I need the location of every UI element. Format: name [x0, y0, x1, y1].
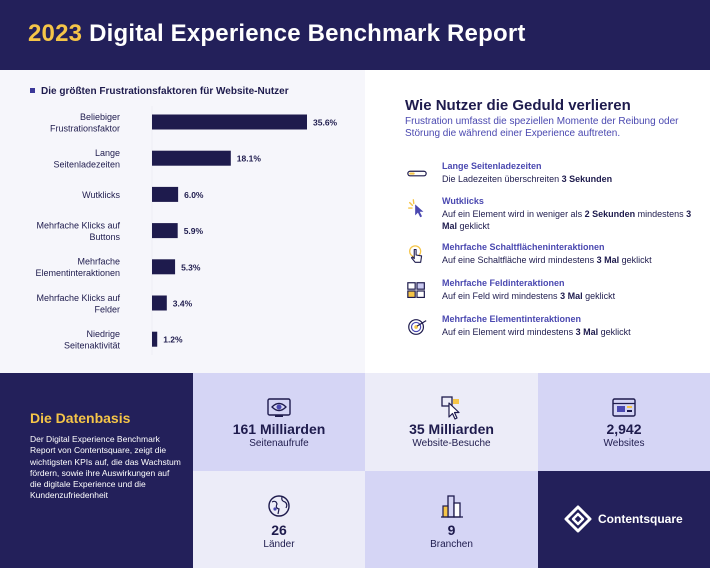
report-title: 2023 Digital Experience Benchmark Report: [28, 20, 526, 48]
category-label: Frustrationsfaktor: [50, 123, 120, 133]
field-grid-icon: [407, 282, 425, 299]
category-label: Seitenladezeiten: [53, 159, 120, 169]
datenbasis-panel: Die Datenbasis Der Digital Experience Be…: [0, 373, 193, 568]
bar-1: [152, 150, 231, 166]
loading-bar-icon: [407, 170, 427, 177]
stat-card: 26 Länder: [193, 471, 365, 568]
bar-2: [152, 186, 179, 202]
eye-screen-icon: [267, 398, 291, 417]
stat-number: 2,942: [606, 421, 642, 437]
target-icon: [408, 319, 427, 335]
category-label: Niedrige: [86, 329, 120, 339]
rage-click-icon: [408, 199, 424, 218]
stat-label: Seitenaufrufe: [249, 438, 309, 449]
bar-value-label: 18.1%: [237, 154, 262, 164]
stat-label: Websites: [603, 438, 645, 449]
patience-title: Wie Nutzer die Geduld verlieren: [405, 97, 631, 114]
report-year: 2023: [28, 20, 83, 47]
chart-title: Die größten Frustrationsfaktoren für Web…: [30, 86, 289, 97]
stat-card: 161 Milliarden Seitenaufrufe: [193, 373, 365, 471]
category-label: Mehrfache Klicks auf: [36, 293, 120, 303]
category-label: Buttons: [89, 232, 120, 242]
reason-title: Mehrfache Feldinteraktionen: [442, 278, 565, 288]
bar-value-label: 3.4%: [173, 299, 193, 309]
category-label: Lange: [95, 148, 120, 158]
chart-title-text: Die größten Frustrationsfaktoren für Web…: [41, 86, 289, 97]
bar-value-label: 1.2%: [163, 335, 183, 345]
brand-cell: Contentsquare: [538, 471, 710, 568]
stat-label: Website-Besuche: [412, 438, 491, 449]
datenbasis-text: Der Digital Experience Benchmark Report …: [30, 434, 181, 501]
stat-label: Branchen: [430, 539, 473, 550]
bar-value-label: 5.3%: [181, 262, 201, 272]
reason-description: Auf eine Schaltfläche wird mindestens 3 …: [442, 255, 652, 265]
browser-window-icon: [612, 398, 636, 417]
contentsquare-logo-icon: [564, 505, 592, 533]
reason-title: Mehrfache Schaltflächeninteraktionen: [442, 242, 605, 252]
stat-card: 9 Branchen: [365, 471, 538, 568]
bar-3: [152, 223, 178, 239]
globe-icon: [268, 495, 290, 517]
stat-number: 35 Milliarden: [409, 421, 494, 437]
stat-number: 26: [271, 522, 287, 538]
patience-subtitle: Frustration umfasst die speziellen Momen…: [405, 116, 679, 139]
report-title-text: Digital Experience Benchmark Report: [89, 20, 526, 47]
brand-name: Contentsquare: [598, 512, 683, 526]
category-label: Mehrfache: [77, 257, 120, 267]
category-label: Elementinteraktionen: [35, 268, 120, 278]
stat-card: 35 Milliarden Website-Besuche: [365, 373, 538, 471]
report-header: 2023 Digital Experience Benchmark Report: [0, 0, 710, 70]
category-label: Beliebiger: [80, 112, 120, 122]
category-label: Felder: [94, 304, 120, 314]
bar-value-label: 35.6%: [313, 118, 338, 128]
reason-description: Die Ladezeiten überschreiten 3 Sekunden: [442, 174, 613, 184]
reason-description: Auf ein Feld wird mindestens 3 Mal gekli…: [442, 291, 616, 301]
bar-0: [152, 114, 307, 130]
stat-card: 2,942 Websites: [538, 373, 710, 471]
category-label: Wutklicks: [82, 190, 120, 200]
title-bullet-icon: [30, 88, 35, 93]
bar-5: [152, 295, 167, 311]
bar-6: [152, 331, 158, 347]
stat-number: 9: [447, 522, 456, 538]
reason-title: Mehrfache Elementinteraktionen: [442, 314, 582, 324]
reason-title: Lange Seitenladezeiten: [442, 161, 542, 171]
bar-value-label: 6.0%: [184, 190, 204, 200]
stat-number: 161 Milliarden: [232, 421, 326, 437]
building-icon: [441, 495, 463, 518]
category-label: Seitenaktivität: [64, 340, 121, 350]
cursor-click-icon: [441, 396, 460, 420]
stat-label: Länder: [263, 539, 295, 550]
tap-button-icon: [409, 245, 423, 263]
datenbasis-title: Die Datenbasis: [30, 410, 131, 426]
reason-description: Auf ein Element wird in weniger als 2 Se…: [442, 209, 692, 231]
reason-title: Wutklicks: [442, 196, 484, 206]
bar-4: [152, 259, 176, 275]
category-label: Mehrfache Klicks auf: [36, 220, 120, 230]
reason-description: Auf ein Element wird mindestens 3 Mal ge…: [442, 327, 631, 337]
bar-value-label: 5.9%: [184, 226, 204, 236]
